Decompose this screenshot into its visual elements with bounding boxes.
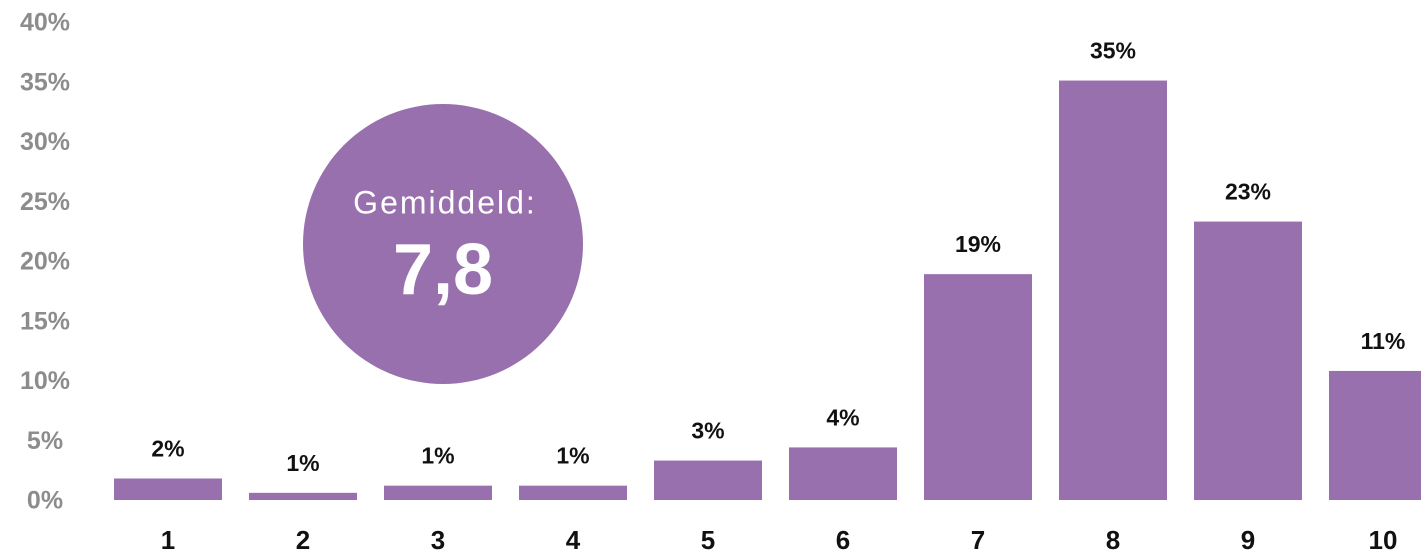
y-tick-label: 30% bbox=[20, 128, 70, 156]
bar bbox=[654, 460, 762, 500]
bar bbox=[384, 485, 492, 500]
value-label: 1% bbox=[556, 443, 589, 469]
value-label: 19% bbox=[955, 231, 1001, 257]
average-label: Gemiddeld: bbox=[353, 184, 537, 220]
y-tick-label: 10% bbox=[20, 367, 70, 395]
value-label: 23% bbox=[1225, 179, 1271, 205]
y-tick-label: 15% bbox=[20, 307, 70, 335]
bar bbox=[249, 492, 357, 500]
value-label: 1% bbox=[286, 450, 319, 476]
y-tick-label: 5% bbox=[27, 427, 63, 455]
bar bbox=[924, 274, 1032, 500]
x-tick-label: 4 bbox=[566, 525, 581, 553]
x-tick-label: 6 bbox=[836, 525, 850, 553]
x-tick-label: 8 bbox=[1106, 525, 1120, 553]
bar bbox=[519, 485, 627, 500]
y-tick-label: 35% bbox=[20, 68, 70, 96]
x-tick-label: 10 bbox=[1369, 525, 1398, 553]
bar bbox=[114, 478, 222, 500]
value-label: 2% bbox=[151, 436, 184, 462]
value-label: 3% bbox=[691, 418, 724, 444]
x-tick-label: 9 bbox=[1241, 525, 1255, 553]
x-tick-label: 5 bbox=[701, 525, 715, 553]
value-label: 35% bbox=[1090, 38, 1136, 64]
bar bbox=[789, 447, 897, 500]
value-label: 1% bbox=[421, 443, 454, 469]
y-tick-label: 25% bbox=[20, 188, 70, 216]
y-tick-label: 0% bbox=[27, 487, 63, 515]
average-value: 7,8 bbox=[393, 230, 493, 310]
value-label: 4% bbox=[826, 404, 859, 430]
x-tick-label: 3 bbox=[431, 525, 445, 553]
bar bbox=[1194, 221, 1302, 500]
bar bbox=[1329, 370, 1421, 500]
x-tick-label: 1 bbox=[161, 525, 175, 553]
x-tick-label: 7 bbox=[971, 525, 985, 553]
y-tick-label: 40% bbox=[20, 9, 70, 37]
value-label: 11% bbox=[1361, 328, 1406, 354]
x-tick-label: 2 bbox=[296, 525, 310, 553]
average-badge bbox=[303, 104, 583, 384]
bar bbox=[1059, 80, 1167, 501]
y-tick-label: 20% bbox=[20, 248, 70, 276]
